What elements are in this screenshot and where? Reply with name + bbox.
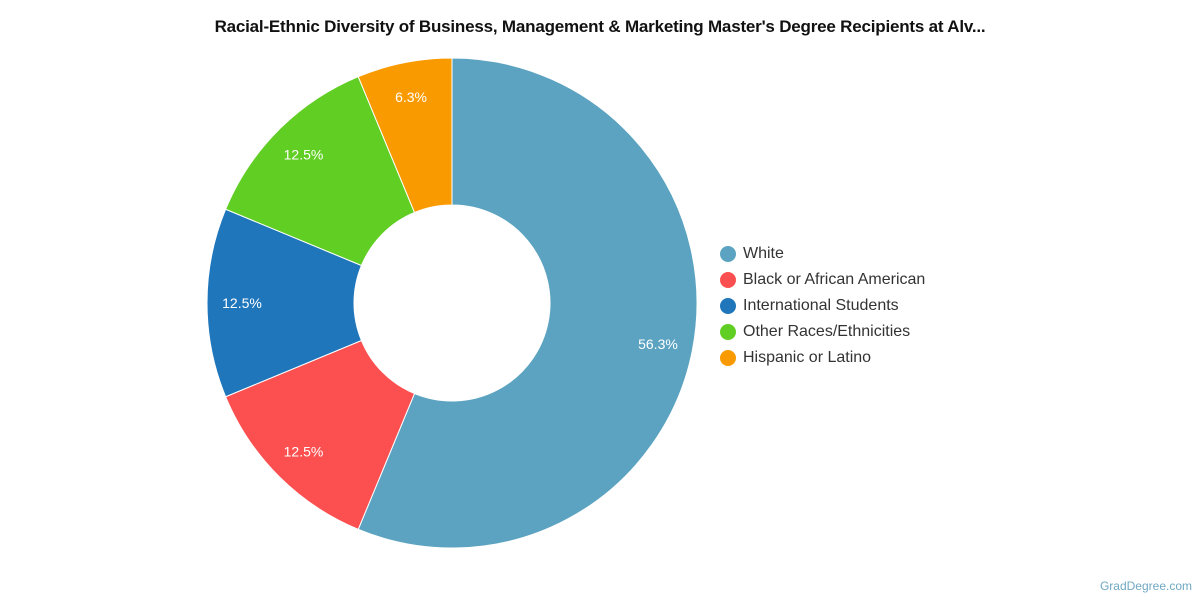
legend-label: Other Races/Ethnicities xyxy=(743,323,911,340)
legend: White Black or African American Internatio… xyxy=(720,241,925,371)
legend-item[interactable]: Black or African American xyxy=(720,267,925,293)
legend-marker xyxy=(720,350,736,366)
data-label: 56.3% xyxy=(638,336,678,352)
credit-link[interactable]: GradDegree.com xyxy=(1099,579,1192,593)
legend-label: Hispanic or Latino xyxy=(743,349,872,366)
legend-item[interactable]: Hispanic or Latino xyxy=(720,345,925,371)
chart-title: Racial-Ethnic Diversity of Business, Man… xyxy=(214,17,986,36)
legend-marker xyxy=(720,298,736,314)
data-label: 12.5% xyxy=(284,147,324,163)
slice-hispanic-or-latino[interactable] xyxy=(357,57,453,214)
slice-other-races-ethnicities[interactable] xyxy=(224,75,416,267)
data-label: 12.5% xyxy=(222,295,262,311)
legend-item[interactable]: International Students xyxy=(720,293,925,319)
legend-marker xyxy=(720,246,736,262)
slice-international-students[interactable] xyxy=(206,208,363,398)
slice-black-or-african-american[interactable] xyxy=(224,339,416,531)
slice-white[interactable] xyxy=(357,57,698,549)
legend-item[interactable]: Other Races/Ethnicities xyxy=(720,319,925,345)
data-label: 12.5% xyxy=(284,443,324,459)
legend-label: Black or African American xyxy=(743,271,926,288)
legend-marker xyxy=(720,324,736,340)
legend-item[interactable]: White xyxy=(720,241,925,267)
data-label: 6.3% xyxy=(395,89,427,105)
legend-label: White xyxy=(743,245,784,262)
legend-label: International Students xyxy=(743,297,899,314)
legend-marker xyxy=(720,272,736,288)
